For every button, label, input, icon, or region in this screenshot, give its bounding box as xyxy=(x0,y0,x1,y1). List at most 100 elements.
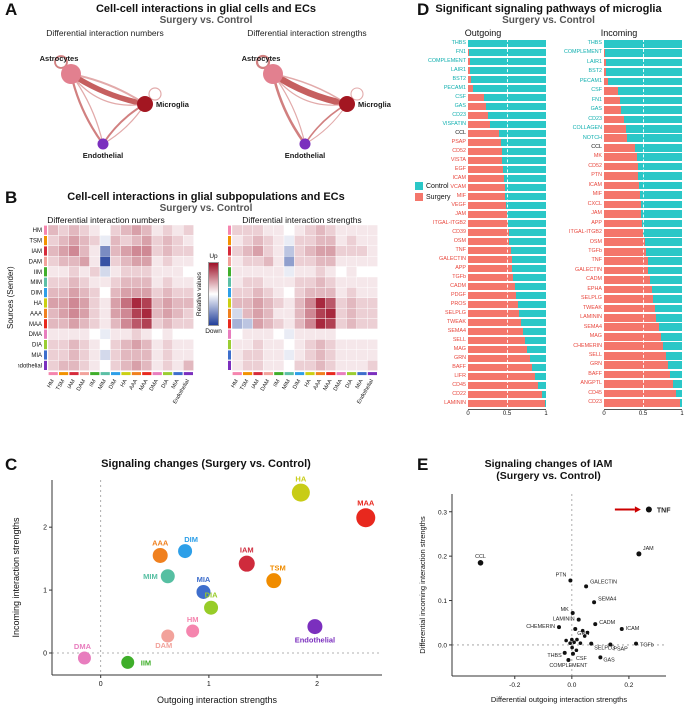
heatmap-cell xyxy=(242,266,253,278)
heatmap-cell xyxy=(120,235,132,246)
pathway-row: SELPLG xyxy=(554,294,684,303)
control-segment xyxy=(675,389,682,398)
heatmap-cell xyxy=(242,287,253,299)
heatmap-cell xyxy=(273,235,285,246)
control-segment xyxy=(483,93,546,102)
control-segment xyxy=(513,273,546,282)
bar-x-tick-label: 0 xyxy=(466,411,470,417)
col-color-strip xyxy=(357,372,367,376)
heatmap-cell xyxy=(356,328,368,340)
heatmap-cell xyxy=(242,256,253,267)
heatmap-cell xyxy=(99,245,111,257)
heatmap-cell xyxy=(141,235,153,246)
heatmap-cell xyxy=(79,339,90,351)
data-point xyxy=(575,637,579,642)
pathway-label: APP xyxy=(591,219,602,226)
data-point xyxy=(568,641,572,645)
point-label: ICAM xyxy=(626,626,640,632)
heatmap-cell xyxy=(162,245,173,257)
panel-a: A Cell-cell interactions in glial cells … xyxy=(0,0,412,188)
heatmap-cell xyxy=(130,328,142,340)
pathway-row: CD23 xyxy=(418,111,548,120)
heatmap-cell xyxy=(130,359,142,371)
heatmap-cell xyxy=(130,307,142,319)
heatmap-cell xyxy=(242,349,253,361)
heatmap-cell xyxy=(79,276,90,288)
pathway-row: SELL xyxy=(554,351,684,360)
surgery-segment xyxy=(468,156,503,165)
stacked-bar xyxy=(468,264,546,273)
heatmap-cell xyxy=(89,287,101,299)
heatmap-cell xyxy=(99,235,111,246)
heatmap-cell xyxy=(231,297,243,309)
pathway-label: SEMA4 xyxy=(447,327,466,334)
network-edge xyxy=(304,103,348,145)
heatmap-cell xyxy=(263,297,274,309)
pathway-row: ICAM xyxy=(554,181,684,190)
row-color-strip xyxy=(44,236,47,246)
stacked-bar xyxy=(604,68,682,76)
heatmap-cell xyxy=(99,318,111,330)
heatmap-cell xyxy=(314,235,326,246)
heatmap-cell xyxy=(231,318,243,330)
bar-charts: THBS FN1 COMPLEMENT LAIR1 BST2 PECAM1 CSF GAS CD… xyxy=(418,39,685,420)
data-point xyxy=(584,584,589,589)
stacked-bar xyxy=(604,389,682,398)
col-label: DIA xyxy=(161,378,171,389)
pathway-row: SELPLG xyxy=(418,309,548,318)
heatmap-cell xyxy=(294,328,306,340)
heatmap-cell xyxy=(346,359,358,371)
point-label: AAA xyxy=(152,538,169,547)
heatmap-cell xyxy=(314,225,326,236)
data-point xyxy=(580,628,585,633)
heatmap-colorbar: Relative values Up Down xyxy=(194,253,224,335)
y-tick-label: 1 xyxy=(43,588,47,595)
stacked-bar xyxy=(604,172,682,180)
heatmap-cell xyxy=(89,359,101,371)
col-label: DIA xyxy=(345,378,355,389)
control-segment xyxy=(640,200,682,209)
point-label: LAMININ xyxy=(553,617,575,623)
heatmap-cell xyxy=(68,225,80,236)
heatmap-cell xyxy=(325,318,337,330)
col-label: MAA xyxy=(322,378,333,392)
heatmap-cell xyxy=(346,318,358,330)
heatmap-cell xyxy=(79,225,90,236)
col-label: AAA xyxy=(312,378,323,391)
heatmap-cell xyxy=(252,339,264,351)
network-node xyxy=(299,138,311,150)
row-label: DAM xyxy=(29,259,42,265)
heatmap-cell xyxy=(325,225,337,236)
heatmap-cell xyxy=(172,235,184,246)
pathway-label: APP xyxy=(455,264,466,271)
heatmap-cell xyxy=(162,287,173,299)
col-color-strip xyxy=(48,372,58,376)
point-label: DIA xyxy=(205,591,219,600)
data-point xyxy=(636,551,642,557)
heatmap-cell xyxy=(162,235,173,246)
heatmap-cell xyxy=(130,225,142,236)
pathway-row: FN1 xyxy=(554,96,684,105)
pathway-row: FN1 xyxy=(418,48,548,57)
point-label: DMA xyxy=(74,642,92,651)
data-point xyxy=(570,651,575,656)
heatmap-row: Sources (Sender) HM HM TSM TSM IAM IAM DAM DAM I… xyxy=(6,225,412,410)
network-node xyxy=(97,138,109,150)
pathway-row: ITGAL-ITGB2 xyxy=(418,219,548,228)
point-label: JAM xyxy=(643,546,654,552)
heatmap-cell xyxy=(231,266,243,278)
heatmap-cell xyxy=(252,307,264,319)
heatmap-cell xyxy=(346,349,358,361)
heatmap-cell xyxy=(263,339,274,351)
heatmap-cell xyxy=(231,245,243,257)
heatmap-cell xyxy=(172,245,184,257)
heatmap-cell xyxy=(162,276,173,288)
control-segment xyxy=(656,314,682,322)
panel-b-subtitle: Surgery vs. Control xyxy=(159,203,253,214)
heatmap-cell xyxy=(141,276,153,288)
heatmap-cell xyxy=(231,287,243,299)
pathway-label: LAMININ xyxy=(580,314,602,321)
heatmap-cell xyxy=(99,349,111,361)
heatmap-cell xyxy=(182,297,194,309)
heatmap-cell xyxy=(151,266,163,278)
